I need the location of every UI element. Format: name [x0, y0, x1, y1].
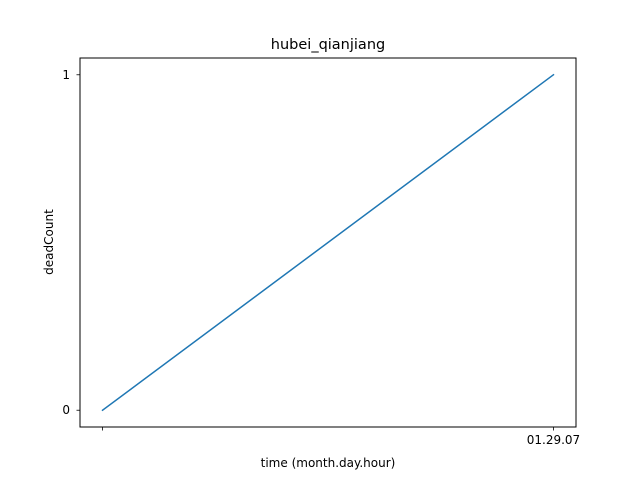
- x-tick-label-1: 01.29.07: [527, 433, 580, 447]
- chart-title: hubei_qianjiang: [271, 37, 385, 53]
- x-axis-label: time (month.day.hour): [261, 456, 396, 470]
- y-tick-label-1: 1: [62, 68, 70, 82]
- y-tick-label-0: 0: [62, 403, 70, 417]
- y-axis-label: deadCount: [42, 209, 56, 275]
- series-line-0: [101, 73, 555, 412]
- plot-area: 01.29.07 0 1: [62, 68, 580, 447]
- axes-frame: [79, 57, 577, 428]
